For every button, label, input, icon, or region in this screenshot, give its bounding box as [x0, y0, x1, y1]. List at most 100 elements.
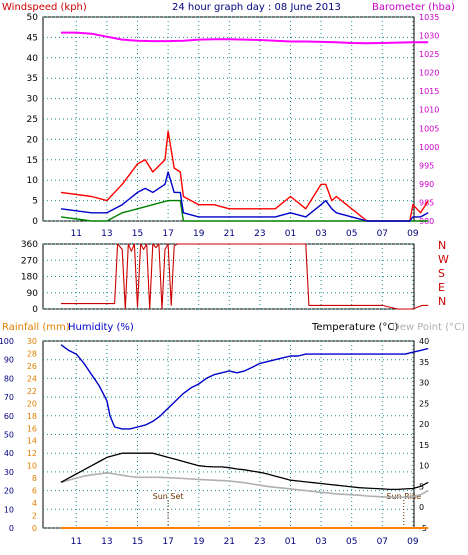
average-wind-series-line	[60, 171, 429, 222]
rainfall-tick-label: 8	[32, 474, 37, 483]
rainfall-tick-label: 28	[27, 349, 37, 358]
windspeed-tick-label: 10	[27, 176, 39, 186]
humidity-tick-label: 90	[4, 356, 14, 365]
x-tick-label: 07	[377, 229, 388, 239]
rainfall-tick-label: 16	[27, 424, 37, 433]
x-tick-label: 13	[101, 229, 112, 239]
rainfall-tick-label: 10	[27, 462, 37, 471]
x-tick-label: 05	[346, 537, 357, 547]
temperature-series-line	[60, 452, 429, 491]
direction-plot-area	[42, 243, 415, 310]
barometer-tick-label: 1015	[419, 87, 439, 96]
compass-label: N	[438, 239, 446, 252]
compass-label: S	[438, 267, 445, 280]
x-tick-label: 09	[407, 537, 419, 547]
barometer-tick-label: 990	[419, 180, 434, 189]
barometer-tick-label: 1030	[419, 32, 439, 41]
x-tick-label: 21	[224, 537, 235, 547]
barometer-tick-label: 1035	[419, 13, 439, 22]
rainfall-tick-label: 0	[32, 524, 37, 533]
dew-point-series-line	[60, 471, 429, 499]
humidity-tick-label: 60	[4, 412, 14, 421]
x-tick-label: 23	[254, 229, 265, 239]
windspeed-tick-label: 50	[27, 13, 39, 23]
temperature-tick-label: 5	[419, 482, 424, 491]
humidity-tick-label: 10	[4, 505, 14, 514]
humidity-tick-label: 30	[4, 468, 14, 477]
windspeed-tick-label: 20	[27, 135, 39, 145]
humidity-tick-label: 0	[9, 524, 14, 533]
direction-tick-label: 360	[21, 240, 38, 250]
humidity-plot-area	[42, 340, 415, 529]
x-tick-label: 11	[71, 229, 82, 239]
rainfall-tick-label: 20	[27, 399, 37, 408]
humidity-tick-label: 50	[4, 431, 14, 440]
x-tick-label: 19	[193, 229, 205, 239]
rainfall-tick-label: 4	[32, 499, 37, 508]
direction-tick-label: 180	[21, 273, 38, 283]
x-tick-label: 17	[162, 229, 173, 239]
x-tick-label: 13	[101, 537, 112, 547]
barometer-tick-label: 1005	[419, 124, 439, 133]
compass-label: W	[438, 253, 449, 266]
x-tick-label: 07	[377, 537, 388, 547]
rainfall-tick-label: 30	[27, 337, 37, 346]
temperature-tick-label: 20	[419, 420, 429, 429]
direction-tick-label: 270	[21, 256, 38, 266]
x-tick-label: 15	[132, 537, 143, 547]
rainfall-tick-label: 22	[27, 387, 37, 396]
windspeed-tick-label: 25	[27, 115, 38, 125]
temperature-tick-label: 40	[419, 337, 429, 346]
direction-tick-label: 90	[27, 289, 39, 299]
x-tick-label: 17	[162, 537, 173, 547]
humidity-tick-label: 100	[0, 337, 14, 346]
x-tick-label: 03	[315, 229, 326, 239]
temperature-tick-label: 35	[419, 358, 429, 367]
chart-title: 24 hour graph day : 08 June 2013	[172, 2, 341, 13]
barometer-tick-label: 1020	[419, 69, 439, 78]
temperature-tick-label: 0	[419, 503, 424, 512]
humidity-tick-label: 80	[4, 374, 14, 383]
x-tick-label: 01	[285, 537, 296, 547]
rainfall-tick-label: 12	[27, 449, 37, 458]
wind-direction-series-line	[61, 243, 429, 310]
barometer-tick-label: 1025	[419, 50, 439, 59]
direction-tick-label: 0	[32, 305, 38, 315]
rainfall-axis-title: Rainfall (mm)	[2, 322, 70, 333]
rainfall-tick-label: 14	[27, 437, 37, 446]
rainfall-tick-label: 6	[32, 487, 37, 496]
humidity-tick-label: 70	[4, 393, 14, 402]
rainfall-tick-label: 24	[27, 374, 37, 383]
humidity-tick-label: 20	[4, 487, 14, 496]
sun-set-annotation: Sun Set	[153, 492, 184, 501]
x-tick-label: 03	[315, 537, 326, 547]
x-tick-label: 11	[71, 537, 82, 547]
x-tick-label: 15	[132, 229, 143, 239]
wind-plot-area	[42, 16, 415, 222]
temperature-axis-title: Temperature (°C)	[311, 322, 398, 333]
x-tick-label: 21	[224, 229, 235, 239]
windspeed-tick-label: 45	[27, 33, 38, 43]
temperature-tick-label: 15	[419, 441, 429, 450]
x-tick-label: 19	[193, 537, 205, 547]
wind-series-line	[60, 199, 429, 222]
windspeed-axis-title: Windspeed (kph)	[2, 2, 87, 13]
rainfall-tick-label: 2	[32, 512, 37, 521]
humidity-axis-title: Humidity (%)	[68, 322, 134, 333]
humidity-series-line	[60, 344, 429, 430]
rainfall-tick-label: 26	[27, 362, 37, 371]
windspeed-tick-label: 5	[32, 197, 38, 207]
barometer-tick-label: 995	[419, 161, 434, 170]
x-tick-label: 09	[407, 229, 419, 239]
x-tick-label: 05	[346, 229, 357, 239]
compass-label: E	[438, 281, 445, 294]
barometer-axis-title: Barometer (hba)	[372, 2, 455, 13]
windspeed-tick-label: 35	[27, 74, 38, 84]
barometer-tick-label: 1010	[419, 106, 439, 115]
windspeed-tick-label: 40	[27, 54, 39, 64]
humidity-tick-label: 40	[4, 449, 14, 458]
barometer-tick-label: 1000	[419, 143, 439, 152]
x-tick-label: 01	[285, 229, 296, 239]
